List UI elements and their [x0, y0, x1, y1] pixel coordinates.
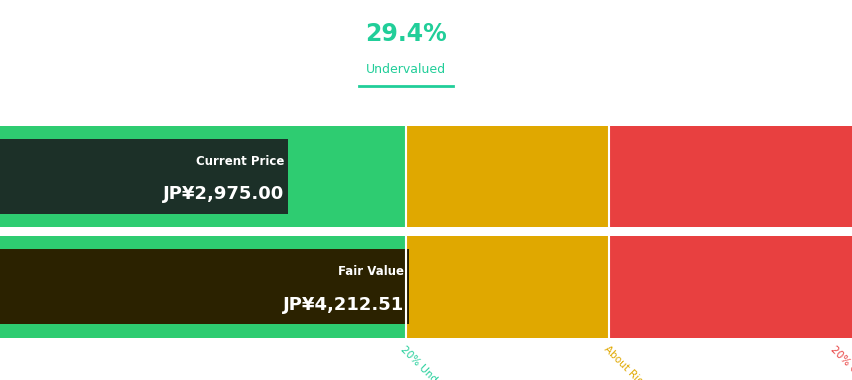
Text: 20% Overvalued: 20% Overvalued: [828, 344, 852, 380]
Bar: [0, 139, 288, 214]
Bar: [608, 126, 852, 227]
Bar: [406, 126, 608, 227]
Text: Undervalued: Undervalued: [366, 63, 446, 76]
Text: 29.4%: 29.4%: [365, 22, 446, 46]
Text: JP¥2,975.00: JP¥2,975.00: [163, 185, 284, 203]
Bar: [0, 236, 406, 337]
Text: JP¥4,212.51: JP¥4,212.51: [283, 296, 404, 313]
Bar: [0, 126, 406, 227]
Text: About Right: About Right: [602, 344, 652, 380]
Bar: [608, 236, 852, 337]
Text: 20% Undervalued: 20% Undervalued: [399, 344, 471, 380]
Text: Fair Value: Fair Value: [338, 265, 404, 278]
Bar: [406, 236, 608, 337]
Bar: [0, 249, 408, 325]
Text: Current Price: Current Price: [195, 155, 284, 168]
